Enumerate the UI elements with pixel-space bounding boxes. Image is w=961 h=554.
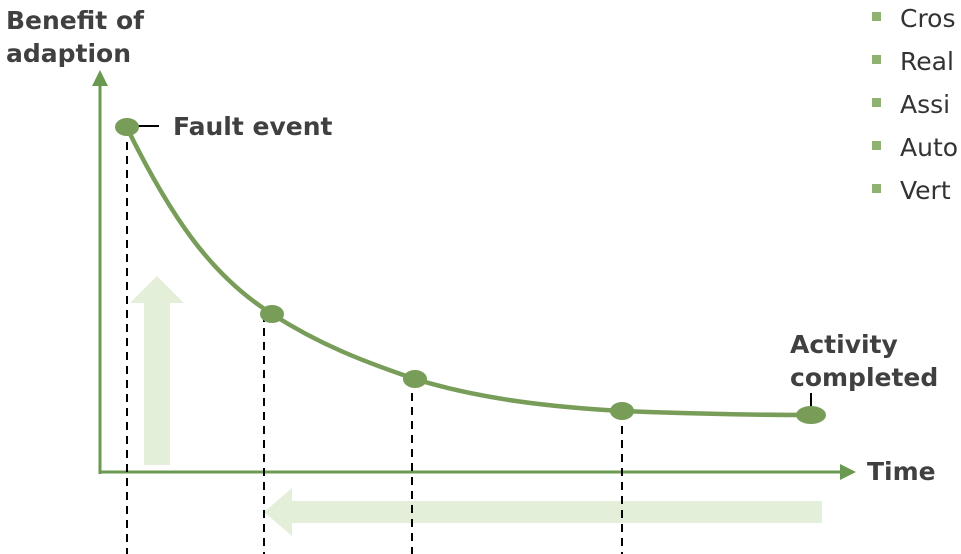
up-arrow (130, 276, 184, 465)
fault-event-point (115, 118, 139, 136)
y-axis-label-line-1: Benefit of (6, 6, 145, 35)
activity-completed-line-2: completed (790, 363, 939, 392)
bullet-item: Auto (872, 129, 958, 172)
x-axis-label: Time (867, 457, 936, 486)
bullet-item: Assi (872, 86, 958, 129)
activity-completed-point (796, 406, 826, 424)
benefit-curve (124, 127, 812, 418)
bullet-item: Vert (872, 172, 958, 215)
left-arrow (264, 488, 822, 536)
activity-completed-label: Activity completed (790, 328, 938, 394)
activity-completed-line-1: Activity (790, 330, 898, 359)
bullet-list: Cros Real Assi Auto Vert (872, 0, 958, 215)
y-axis-label: Benefit of adaption (6, 4, 144, 70)
curve-point-4 (610, 402, 634, 420)
curve-point-3 (403, 370, 427, 388)
bullet-item: Cros (872, 0, 958, 43)
y-axis-arrowhead (92, 70, 108, 86)
curve-point-2 (260, 305, 284, 323)
fault-event-label: Fault event (173, 112, 333, 141)
y-axis-label-line-2: adaption (6, 39, 132, 68)
bullet-item: Real (872, 43, 958, 86)
x-axis-arrowhead (840, 464, 856, 480)
